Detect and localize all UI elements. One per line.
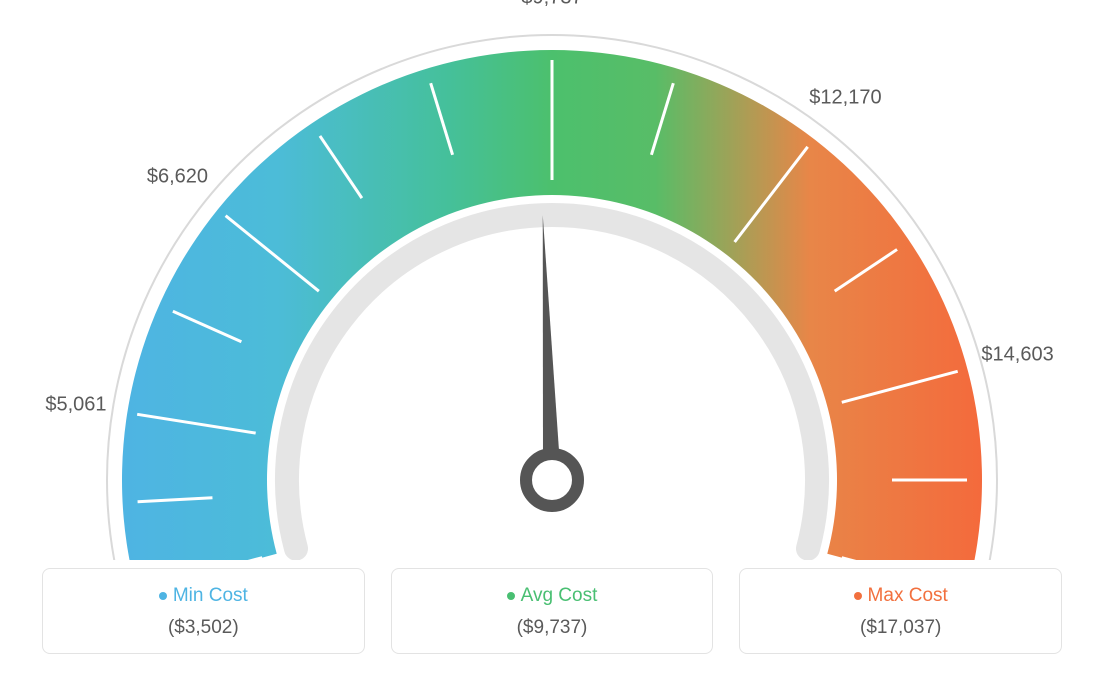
dot-icon xyxy=(854,592,862,600)
legend-title-max: Max Cost xyxy=(750,585,1051,607)
legend-title-min: Min Cost xyxy=(53,585,354,607)
cost-gauge-chart: $3,502$5,061$6,620$9,737$12,170$14,603$1… xyxy=(0,0,1104,690)
gauge-tick-label: $14,603 xyxy=(981,344,1053,367)
legend-card-min: Min Cost ($3,502) xyxy=(42,568,365,654)
legend-value-avg: ($9,737) xyxy=(402,617,703,639)
legend-title-avg: Avg Cost xyxy=(402,585,703,607)
legend-card-avg: Avg Cost ($9,737) xyxy=(391,568,714,654)
legend-title-text: Min Cost xyxy=(173,585,248,607)
gauge-svg xyxy=(0,0,1104,560)
dot-icon xyxy=(507,592,515,600)
gauge-area: $3,502$5,061$6,620$9,737$12,170$14,603$1… xyxy=(0,0,1104,530)
legend-title-text: Max Cost xyxy=(868,585,948,607)
gauge-tick-label: $12,170 xyxy=(809,86,881,109)
legend-value-min: ($3,502) xyxy=(53,617,354,639)
legend-value-max: ($17,037) xyxy=(750,617,1051,639)
gauge-tick-label: $5,061 xyxy=(45,393,106,416)
legend-title-text: Avg Cost xyxy=(521,585,598,607)
legend-row: Min Cost ($3,502) Avg Cost ($9,737) Max … xyxy=(0,568,1104,654)
legend-card-max: Max Cost ($17,037) xyxy=(739,568,1062,654)
gauge-tick-label: $6,620 xyxy=(147,165,208,188)
dot-icon xyxy=(159,592,167,600)
gauge-tick-label: $9,737 xyxy=(521,0,582,10)
